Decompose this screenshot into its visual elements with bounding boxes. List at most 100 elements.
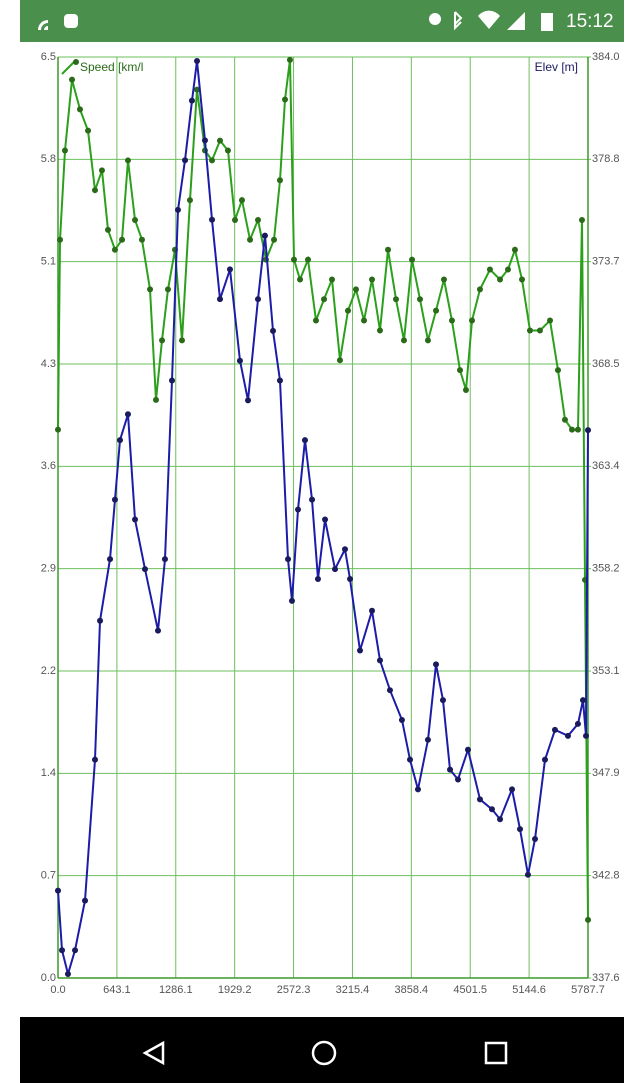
x-tick-label: 3215.4 xyxy=(336,984,370,996)
home-button[interactable] xyxy=(311,1040,337,1066)
data-point xyxy=(254,216,261,223)
data-point xyxy=(55,426,61,433)
data-point xyxy=(111,496,118,503)
x-tick-label: 5144.6 xyxy=(512,984,546,996)
data-point xyxy=(186,197,193,204)
data-point xyxy=(85,127,92,134)
data-point xyxy=(574,720,581,727)
y2-tick-label: 342.8 xyxy=(592,870,620,882)
data-point xyxy=(72,947,79,954)
data-point xyxy=(82,897,89,904)
data-point xyxy=(314,576,321,583)
data-point xyxy=(216,296,223,303)
data-point xyxy=(332,566,339,573)
data-point xyxy=(469,317,476,324)
data-point xyxy=(119,236,126,243)
data-point xyxy=(132,516,139,523)
data-point xyxy=(98,167,105,174)
data-point xyxy=(526,327,533,334)
data-point xyxy=(585,916,592,923)
data-point xyxy=(524,871,531,878)
x-tick-label: 643.1 xyxy=(103,984,131,996)
data-point xyxy=(91,187,98,194)
data-point xyxy=(416,296,423,303)
x-tick-label: 4501.5 xyxy=(453,984,487,996)
y-tick-label: 4.3 xyxy=(41,358,56,370)
data-point xyxy=(554,367,561,374)
data-point xyxy=(385,246,392,253)
data-point xyxy=(209,216,216,223)
data-point xyxy=(188,97,195,104)
data-point xyxy=(97,617,104,624)
data-point xyxy=(61,147,68,154)
data-point xyxy=(290,256,297,263)
data-point xyxy=(152,396,159,403)
data-point xyxy=(488,806,495,813)
data-point xyxy=(116,437,123,444)
data-point xyxy=(286,56,293,63)
data-point xyxy=(511,246,518,253)
data-point xyxy=(564,732,571,739)
y2-tick-label: 384.0 xyxy=(592,51,620,63)
y-tick-label: 6.5 xyxy=(41,51,56,63)
x-tick-label: 5787.7 xyxy=(571,984,605,996)
data-point xyxy=(111,246,118,253)
status-bar xyxy=(20,0,624,42)
x-tick-label: 0.0 xyxy=(50,984,65,996)
data-point xyxy=(439,697,446,704)
data-point xyxy=(178,337,185,344)
recents-button[interactable] xyxy=(484,1041,508,1065)
data-point xyxy=(457,367,464,374)
data-point xyxy=(321,296,328,303)
data-point xyxy=(341,546,348,553)
data-point xyxy=(585,427,592,434)
data-point xyxy=(174,206,181,213)
data-point xyxy=(91,756,98,763)
data-point xyxy=(583,732,590,739)
data-point xyxy=(376,657,383,664)
wifi-call-icon xyxy=(38,20,48,30)
data-point xyxy=(55,887,61,894)
data-point xyxy=(164,286,171,293)
y-tick-label: 5.8 xyxy=(41,153,56,165)
data-point xyxy=(282,96,289,103)
data-point xyxy=(261,232,268,239)
data-point xyxy=(107,556,114,563)
x-tick-label: 2572.3 xyxy=(277,984,311,996)
data-point xyxy=(347,576,354,583)
data-point xyxy=(276,377,283,384)
legend-swatch xyxy=(73,59,79,65)
x-tick-label: 1286.1 xyxy=(159,984,193,996)
data-point xyxy=(352,286,359,293)
data-point xyxy=(322,516,329,523)
y-tick-label: 3.6 xyxy=(41,460,56,472)
data-point xyxy=(169,377,176,384)
data-point xyxy=(209,157,216,164)
data-point xyxy=(304,256,311,263)
data-point xyxy=(462,386,469,393)
legend-label: Speed [km/l xyxy=(80,60,143,74)
data-point xyxy=(497,816,504,823)
data-point xyxy=(504,266,511,273)
data-point xyxy=(400,337,407,344)
data-point xyxy=(497,276,504,283)
data-point xyxy=(309,496,316,503)
data-point xyxy=(414,786,421,793)
data-point xyxy=(357,647,364,654)
back-button[interactable] xyxy=(142,1040,165,1066)
data-point xyxy=(578,216,585,223)
data-point xyxy=(361,317,368,324)
data-point xyxy=(76,106,83,113)
y2-tick-label: 373.7 xyxy=(592,256,620,268)
data-point xyxy=(547,317,554,324)
data-point xyxy=(398,716,405,723)
battery-icon xyxy=(541,13,553,31)
data-point xyxy=(386,687,393,694)
data-point xyxy=(561,416,568,423)
data-point xyxy=(464,746,471,753)
y-tick-label: 0.7 xyxy=(41,870,56,882)
clock: 15:12 xyxy=(566,11,614,32)
data-point xyxy=(270,327,277,334)
